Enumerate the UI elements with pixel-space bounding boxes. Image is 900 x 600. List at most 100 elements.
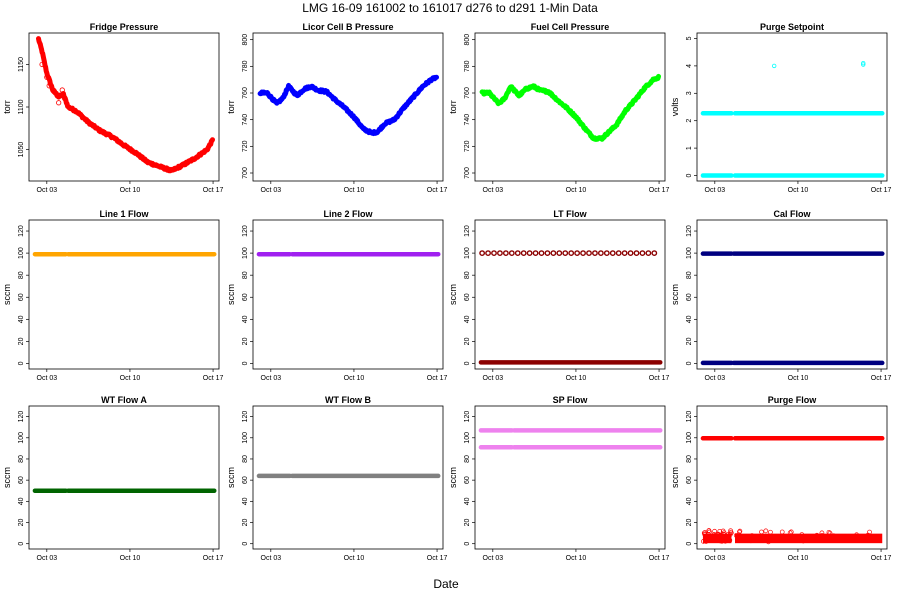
- data-point: [702, 532, 708, 537]
- data-points: [700, 60, 885, 178]
- panel-title: Licor Cell B Pressure: [302, 22, 393, 32]
- data-point: [639, 250, 646, 257]
- y-tick-label: 0: [18, 542, 25, 546]
- data-point: [479, 250, 486, 257]
- data-point: [651, 250, 658, 257]
- y-tick-label: 120: [242, 225, 249, 237]
- panel-title: Fuel Cell Pressure: [531, 22, 610, 32]
- y-tick-label: 800: [464, 34, 471, 46]
- data-point: [727, 538, 733, 544]
- data-point: [799, 532, 805, 537]
- y-tick-label: 60: [242, 476, 249, 484]
- x-tick-label: Oct 03: [705, 187, 726, 194]
- y-axis-label: sccm: [2, 467, 12, 488]
- data-point: [603, 250, 610, 257]
- x-tick-label: Oct 10: [788, 187, 809, 194]
- data-point: [733, 533, 739, 538]
- data-points: [700, 436, 885, 545]
- data-point: [609, 250, 616, 257]
- y-axis-label: sccm: [448, 284, 458, 305]
- y-tick-label: 3: [686, 91, 693, 95]
- y-tick-label: 20: [464, 519, 471, 527]
- data-point: [44, 74, 50, 80]
- y-axis-label: torr: [2, 100, 12, 114]
- data-point: [787, 530, 793, 536]
- data-point: [861, 62, 866, 67]
- panel-purge-flow: Purge Flow sccm 0 20 40 60 80 100 120 Oct 03 Oct 1…: [670, 395, 891, 562]
- x-tick-label: Oct 03: [37, 555, 58, 562]
- data-point: [538, 250, 545, 257]
- plot-frame: [474, 219, 666, 370]
- figure-title: LMG 16-09 161002 to 161017 d276 to d291 …: [302, 1, 598, 15]
- panel-title: Line 1 Flow: [99, 209, 149, 219]
- data-point: [574, 250, 581, 257]
- y-tick-label: 120: [242, 411, 249, 423]
- y-tick-label: 40: [686, 315, 693, 323]
- y-tick-label: 80: [242, 271, 249, 279]
- y-tick-label: 80: [464, 455, 471, 463]
- y-axis-label: sccm: [2, 284, 12, 305]
- data-points: [36, 36, 215, 174]
- x-tick-label: Oct 10: [120, 187, 141, 194]
- y-tick-label: 60: [18, 293, 25, 301]
- data-point: [502, 250, 509, 257]
- y-tick-label: 720: [464, 140, 471, 152]
- data-points: [257, 74, 439, 137]
- data-point: [56, 100, 62, 106]
- y-tick-label: 60: [464, 476, 471, 484]
- x-tick-label: Oct 17: [871, 555, 892, 562]
- data-point: [869, 535, 875, 541]
- y-axis-label: sccm: [226, 467, 236, 488]
- data-point: [800, 538, 806, 544]
- y-tick-label: 20: [18, 337, 25, 345]
- y-axis-label: sccm: [226, 284, 236, 305]
- x-tick-label: Oct 03: [261, 555, 282, 562]
- data-point: [726, 535, 731, 541]
- data-point: [763, 528, 769, 534]
- x-tick-label: Oct 03: [705, 555, 726, 562]
- data-point: [861, 60, 866, 66]
- x-tick-label: Oct 10: [566, 555, 587, 562]
- y-tick-label: 2: [686, 119, 693, 123]
- y-tick-label: 740: [464, 114, 471, 126]
- y-tick-label: 20: [242, 337, 249, 345]
- data-point: [520, 250, 527, 257]
- data-point: [830, 536, 836, 542]
- data-point: [728, 530, 733, 535]
- data-point: [814, 532, 820, 538]
- x-tick-label: Oct 03: [37, 375, 58, 382]
- data-point: [627, 250, 634, 257]
- x-tick-label: Oct 10: [120, 555, 141, 562]
- data-point: [39, 61, 45, 68]
- y-tick-label: 760: [242, 87, 249, 99]
- data-point: [722, 538, 728, 544]
- y-tick-label: 0: [242, 361, 249, 365]
- panel-title: LT Flow: [553, 209, 587, 219]
- data-point: [633, 250, 640, 257]
- data-points: [700, 251, 885, 366]
- y-tick-label: 40: [464, 315, 471, 323]
- plot-frame: [252, 405, 444, 550]
- y-tick-label: 100: [464, 247, 471, 259]
- panel-title: WT Flow A: [101, 395, 147, 405]
- y-tick-label: 1150: [18, 57, 25, 72]
- y-tick-label: 0: [464, 542, 471, 546]
- panel-wt-flow-b: WT Flow B sccm 0 20 40 60 80 100 120 Oct 03 Oct 10…: [226, 395, 447, 562]
- data-point: [701, 539, 706, 544]
- data-points: [478, 428, 663, 450]
- series-line: [257, 74, 439, 137]
- y-tick-label: 100: [686, 247, 693, 259]
- y-tick-label: 60: [242, 293, 249, 301]
- x-tick-label: Oct 17: [203, 555, 224, 562]
- data-point: [759, 529, 764, 535]
- y-tick-label: 740: [242, 114, 249, 126]
- y-tick-label: 20: [686, 337, 693, 345]
- data-point: [544, 250, 551, 257]
- data-point: [59, 87, 65, 93]
- y-tick-label: 20: [464, 337, 471, 345]
- plot-frame: [696, 219, 888, 370]
- y-axis-label: torr: [448, 100, 458, 114]
- x-tick-label: Oct 17: [427, 555, 448, 562]
- panel-lt-flow: LT Flow sccm 0 20 40 60 80 100 120 Oct 03 Oct 10 Oc…: [448, 209, 669, 382]
